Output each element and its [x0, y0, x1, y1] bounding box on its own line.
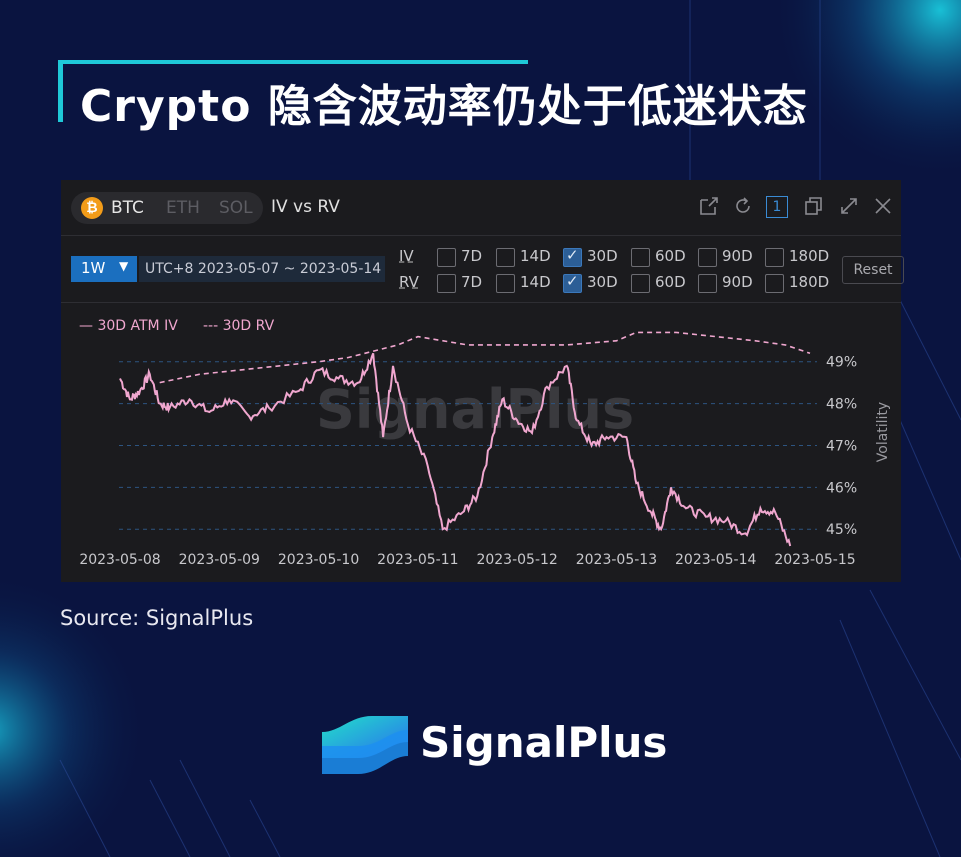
open-external-icon[interactable]: [697, 195, 721, 219]
y-tick-label: 49%: [826, 355, 857, 371]
y-tick-label: 45%: [826, 522, 857, 538]
legend-iv[interactable]: — 30D ATM IV: [79, 318, 178, 334]
legend-rv[interactable]: --- 30D RV: [203, 318, 275, 334]
x-tick-label: 2023-05-09: [179, 552, 260, 568]
layout-one-icon[interactable]: 1: [766, 196, 788, 218]
rv-60d-checkbox[interactable]: [631, 274, 650, 293]
period-dropdown[interactable]: 1W ▼: [71, 256, 137, 282]
x-tick-label: 2023-05-13: [576, 552, 657, 568]
iv-60d-checkbox[interactable]: [631, 248, 650, 267]
rv-90d-checkbox[interactable]: [698, 274, 717, 293]
row-label-iv: IV: [399, 247, 414, 265]
volatility-chart: SignalPlus 45% 46% 47% 48% 49% Volatility 2023-…: [79, 331, 891, 568]
panel-toolbar: ₿ BTC ETH SOL IV vs RV 1: [61, 180, 901, 236]
y-tick-label: 48%: [826, 397, 857, 413]
y-tick-label: 46%: [826, 480, 857, 496]
rv-180d-label: 180D: [789, 273, 830, 291]
coin-selector: ₿ BTC ETH SOL: [71, 192, 263, 224]
controls-bar: 1W ▼ UTC+8 2023-05-07 ~ 2023-05-14 IV 7D 1…: [61, 236, 904, 303]
x-tick-label: 2023-05-11: [377, 552, 458, 568]
iv-180d-label: 180D: [789, 247, 830, 265]
check-icon: ✓: [566, 272, 579, 290]
reset-button[interactable]: Reset: [842, 256, 904, 284]
iv-7d-label: 7D: [461, 247, 483, 265]
chart-watermark: SignalPlus: [316, 378, 634, 441]
iv-30d-checkbox[interactable]: ✓: [563, 246, 582, 267]
title-accent: [58, 60, 63, 122]
refresh-icon[interactable]: [731, 195, 755, 219]
copy-icon[interactable]: [802, 195, 826, 219]
iv-30d-label: 30D: [587, 247, 618, 265]
check-icon: ✓: [566, 246, 579, 264]
series-line-iv: [119, 352, 792, 547]
rv-7d-label: 7D: [461, 273, 483, 291]
view-title: IV vs RV: [271, 197, 340, 217]
iv-90d-checkbox[interactable]: [698, 248, 717, 267]
iv-14d-label: 14D: [520, 247, 551, 265]
close-icon[interactable]: [871, 195, 895, 219]
x-tick-label: 2023-05-12: [476, 552, 557, 568]
bitcoin-icon: ₿: [81, 197, 103, 219]
y-tick-label: 47%: [826, 438, 857, 454]
rv-14d-checkbox[interactable]: [496, 274, 515, 293]
title-underline: [58, 60, 528, 64]
iv-60d-label: 60D: [655, 247, 686, 265]
iv-90d-label: 90D: [722, 247, 753, 265]
expand-icon[interactable]: [837, 195, 861, 219]
x-tick-label: 2023-05-10: [278, 552, 359, 568]
source-caption: Source: SignalPlus: [60, 606, 254, 630]
coin-sol[interactable]: SOL: [219, 198, 253, 218]
logo-text: SignalPlus: [420, 718, 668, 767]
date-range[interactable]: UTC+8 2023-05-07 ~ 2023-05-14: [139, 256, 385, 282]
coin-eth[interactable]: ETH: [166, 198, 200, 218]
x-tick-label: 2023-05-08: [79, 552, 160, 568]
y-axis-label: Volatility: [875, 402, 891, 462]
chart-panel: ₿ BTC ETH SOL IV vs RV 1 1W ▼ UTC+8 2023…: [61, 180, 904, 582]
caret-down-icon: ▼: [119, 259, 129, 273]
x-tick-label: 2023-05-14: [675, 552, 756, 568]
iv-14d-checkbox[interactable]: [496, 248, 515, 267]
signalplus-logo-icon: [322, 716, 408, 774]
rv-30d-checkbox[interactable]: ✓: [563, 272, 582, 293]
rv-60d-label: 60D: [655, 273, 686, 291]
page-title: Crypto 隐含波动率仍处于低迷状态: [80, 81, 808, 132]
period-value: 1W: [81, 259, 106, 277]
x-tick-label: 2023-05-15: [774, 552, 855, 568]
iv-180d-checkbox[interactable]: [765, 248, 784, 267]
rv-30d-label: 30D: [587, 273, 618, 291]
rv-180d-checkbox[interactable]: [765, 274, 784, 293]
rv-14d-label: 14D: [520, 273, 551, 291]
series-line-rv: [159, 331, 811, 384]
row-label-rv: RV: [399, 273, 419, 291]
coin-btc[interactable]: BTC: [111, 198, 144, 218]
iv-7d-checkbox[interactable]: [437, 248, 456, 267]
rv-7d-checkbox[interactable]: [437, 274, 456, 293]
rv-90d-label: 90D: [722, 273, 753, 291]
